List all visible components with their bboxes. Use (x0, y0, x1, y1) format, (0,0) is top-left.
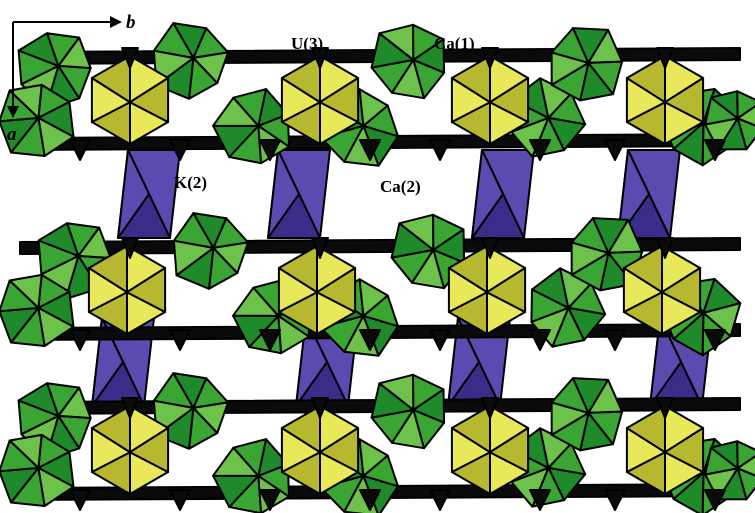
ca-polyhedron-face (570, 241, 610, 276)
black-tetrahedron (121, 397, 139, 419)
ca-polyhedron-face (57, 386, 92, 419)
k-polyhedron-face (649, 317, 682, 407)
ca-polyhedron-face (510, 466, 550, 508)
ca-polyhedron-face (391, 58, 425, 100)
ca-polyhedron-face (358, 438, 389, 477)
ca-polyhedron-face (192, 401, 230, 434)
ca-polyhedron-face (358, 278, 389, 317)
ca-polyhedron-face (550, 51, 590, 86)
ca-polyhedron-face (57, 36, 92, 69)
black-tetrahedron (359, 139, 381, 161)
label-u3: U(3) (291, 34, 323, 53)
label-k2: K(2) (174, 173, 207, 192)
black-tetrahedron (259, 489, 281, 511)
k-polyhedron-face (617, 149, 650, 239)
u-polyhedron-face (489, 77, 530, 123)
black-tetrahedron (529, 139, 551, 161)
label-ca2: Ca(2) (380, 177, 421, 196)
polyhedral-layer-3 (0, 372, 755, 513)
black-tetrahedron (259, 329, 281, 351)
black-tetrahedron (429, 489, 451, 511)
ca-polyhedron-face (550, 401, 590, 436)
black-tetrahedron (656, 47, 674, 69)
k-polyhedron-face (117, 149, 150, 239)
black-tetrahedron (169, 329, 191, 351)
black-tetrahedron (656, 397, 674, 419)
u-polyhedron-face (126, 267, 167, 313)
ca-polyhedron-face (8, 273, 43, 309)
u-polyhedron-face (489, 427, 530, 473)
u-polyhedron-face (129, 77, 170, 123)
black-tetrahedron (69, 139, 91, 161)
b-axis-label: b (126, 12, 136, 33)
ca-polyhedron-face (411, 248, 445, 290)
ca-polyhedron-face (212, 241, 250, 274)
ca-polyhedron-face (8, 83, 43, 119)
b-axis-arrowhead (110, 16, 122, 28)
ca-polyhedron-face (192, 51, 230, 84)
ca-polyhedron-face (77, 226, 112, 259)
black-tetrahedron (604, 139, 626, 161)
u-polyhedron-face (319, 77, 360, 123)
k-polyhedron-face (471, 149, 504, 239)
black-tetrahedron (481, 237, 499, 259)
black-tetrahedron (704, 139, 726, 161)
black-tetrahedron (429, 139, 451, 161)
black-tetrahedron (704, 489, 726, 511)
a-axis-label: a (7, 124, 17, 145)
k-polyhedra-row-2 (91, 317, 713, 407)
ca-polyhedron-teal-face (736, 105, 755, 127)
u-polyhedron-face (486, 267, 527, 313)
black-tetrahedron (604, 329, 626, 351)
black-tetrahedron (169, 139, 191, 161)
black-tetrahedron (359, 489, 381, 511)
black-tetrahedron (656, 237, 674, 259)
ca-polyhedron-face (277, 314, 310, 355)
axis-indicator: b a (7, 12, 136, 145)
a-axis-arrowhead (7, 106, 19, 118)
polyhedra-layers (0, 22, 755, 513)
black-tetrahedron (311, 397, 329, 419)
black-tetrahedron (121, 47, 139, 69)
black-tetrahedron (704, 329, 726, 351)
black-tetrahedron (359, 329, 381, 351)
ca-polyhedron-face (391, 408, 425, 450)
ca-polyhedron-face (358, 88, 389, 127)
black-tetrahedron (529, 489, 551, 511)
black-tetrahedron (259, 139, 281, 161)
ca-polyhedron-face (8, 433, 43, 469)
u-polyhedron-face (661, 267, 702, 313)
k-polyhedron-face (447, 317, 480, 407)
u-polyhedron-face (319, 427, 360, 473)
ca-polyhedron-teal-face (736, 455, 755, 477)
black-tetrahedron (69, 329, 91, 351)
black-tetrahedron (481, 47, 499, 69)
u-polyhedron-face (664, 77, 705, 123)
black-tetrahedron (169, 489, 191, 511)
polyhedral-layer-2 (0, 212, 742, 357)
polyhedral-layer-1 (0, 22, 755, 167)
k-polyhedra-row-1 (117, 149, 681, 239)
k-polyhedron-face (267, 149, 300, 239)
u-polyhedron-face (664, 427, 705, 473)
black-tetrahedron (529, 329, 551, 351)
black-tetrahedron (121, 237, 139, 259)
label-ca1: Ca(1) (434, 34, 475, 53)
black-tetrahedron (429, 329, 451, 351)
black-tetrahedron (604, 489, 626, 511)
black-tetrahedron (69, 489, 91, 511)
ca-polyhedron-face (510, 116, 550, 158)
u-polyhedron-face (129, 427, 170, 473)
u-polyhedron-face (316, 267, 357, 313)
black-tetrahedron (311, 237, 329, 259)
black-tetrahedron (311, 47, 329, 69)
black-tetrahedron (481, 397, 499, 419)
